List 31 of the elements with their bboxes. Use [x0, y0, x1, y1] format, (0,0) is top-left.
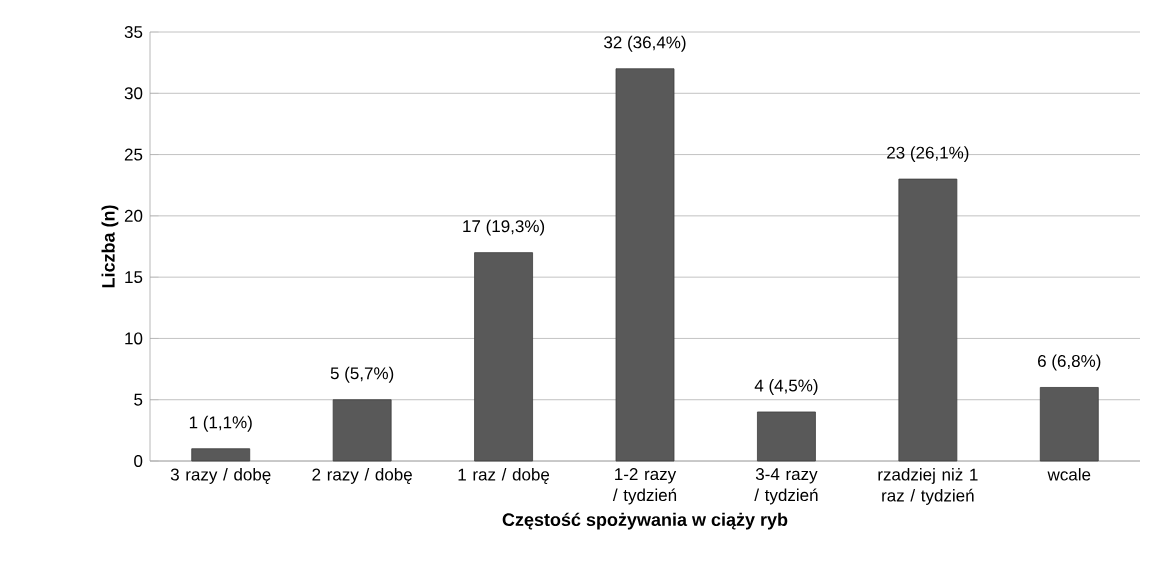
x-tick-label: 1 raz / dobę [458, 468, 550, 484]
y-tick-label: 25 [124, 148, 143, 161]
data-label: 23 (26,1%) [887, 146, 969, 163]
bar [474, 252, 533, 462]
y-tick-label: 10 [125, 332, 143, 345]
y-tick-label: 30 [124, 87, 143, 100]
x-axis-title: Częstość spożywania w ciąży ryb [502, 512, 788, 530]
data-label: 1 (1,1%) [189, 415, 252, 432]
y-tick-label: 20 [124, 209, 143, 222]
data-label: 17 (19,3%) [463, 219, 545, 236]
x-tick-label: rzadziej niż 1 raz / tydzień [878, 468, 978, 505]
data-label: 6 (6,8%) [1038, 354, 1101, 371]
bar [332, 399, 392, 462]
x-tick-label: 3-4 razy / tydzień [754, 468, 818, 505]
bar [1039, 387, 1099, 462]
data-label: 4 (4,5%) [754, 379, 818, 395]
x-tick-label: wcale [1047, 468, 1091, 481]
y-tick-label: 5 [134, 393, 143, 406]
bar [757, 411, 816, 462]
x-tick-label: 3 razy / dobę [170, 468, 271, 484]
y-tick-label: 0 [134, 455, 143, 468]
bar [898, 178, 958, 462]
data-label: 5 (5,7%) [330, 366, 394, 383]
y-tick-label: 15 [125, 271, 143, 284]
y-tick-label: 35 [124, 26, 143, 39]
bar [191, 448, 251, 462]
x-tick-label: 2 razy / dobę [312, 468, 412, 484]
x-tick-label: 1-2 razy / tydzień [612, 468, 677, 505]
y-axis-title: Liczba (n) [101, 205, 119, 288]
data-label: 32 (36,4%) [604, 35, 686, 52]
bar [615, 68, 675, 462]
